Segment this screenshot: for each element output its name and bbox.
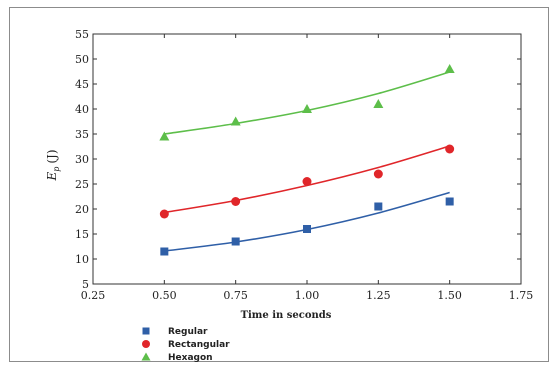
y-axis-label-subscript: p (52, 167, 61, 172)
marker-rectangular (445, 144, 455, 154)
x-tick-label: 1.50 (437, 289, 462, 302)
y-tick-label: 50 (75, 53, 89, 66)
y-tick-label: 30 (75, 153, 89, 166)
legend-label-rectangular: Rectangular (168, 340, 230, 350)
marker-rectangular (159, 209, 169, 219)
figure-frame (9, 7, 549, 362)
marker-regular (374, 202, 383, 211)
x-tick-label: 1.75 (509, 289, 534, 302)
y-tick-label: 15 (75, 228, 89, 241)
marker-hexagon (159, 131, 170, 141)
marker-rectangular (231, 197, 241, 206)
fit-line-regular (164, 191, 450, 252)
marker-regular (231, 237, 240, 246)
legend: Regular Rectangular Hexagon (141, 327, 230, 363)
y-tick-label: 10 (75, 253, 89, 266)
marker-rectangular (373, 169, 383, 179)
x-axis-label: Time in seconds (241, 310, 332, 321)
marker-hexagon (230, 116, 241, 126)
y-tick-label: 35 (75, 128, 89, 141)
marker-regular (303, 225, 311, 233)
x-tick-label: 1.25 (366, 289, 391, 302)
marker-hexagon (373, 99, 384, 108)
y-tick-label: 25 (75, 178, 89, 191)
legend-marker-regular (142, 327, 150, 335)
legend-label-regular: Regular (168, 327, 208, 337)
y-axis-label-unit: (J) (45, 149, 59, 163)
x-tick-label: 0.50 (152, 289, 177, 302)
y-tick-label: 40 (75, 103, 89, 116)
marker-rectangular (302, 177, 312, 186)
marker-hexagon (302, 104, 312, 113)
y-tick-label: 45 (75, 78, 89, 91)
plot-area-border (92, 33, 522, 285)
legend-marker-hexagon (141, 352, 151, 361)
x-tick-label: 1.00 (295, 289, 320, 302)
marker-regular (160, 247, 169, 256)
y-tick-label: 55 (75, 28, 89, 41)
x-tick-label: 0.25 (81, 289, 106, 302)
marker-hexagon (444, 64, 455, 73)
marker-regular (445, 197, 454, 206)
x-tick-label: 0.75 (223, 289, 248, 302)
legend-marker-rectangular (142, 340, 150, 348)
legend-label-hexagon: Hexagon (168, 353, 213, 363)
y-tick-label: 20 (75, 203, 89, 216)
y-tick-label: 5 (82, 278, 89, 291)
y-axis-label-group: Ep (J) (45, 149, 61, 181)
y-axis-label-symbol: E (45, 172, 59, 182)
fit-line-hexagon (164, 71, 450, 135)
y-axis-label: Ep (J) (45, 149, 61, 181)
